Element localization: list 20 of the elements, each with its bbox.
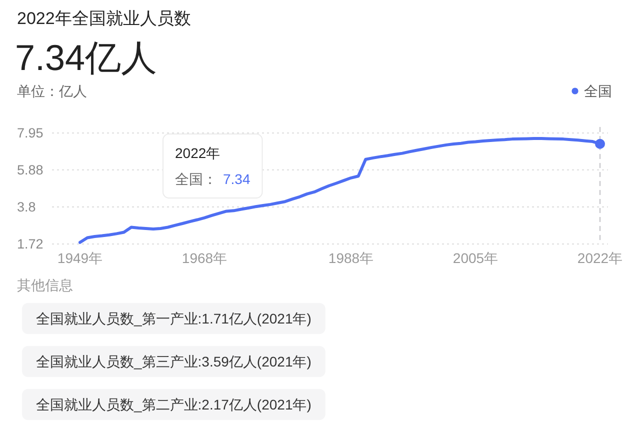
y-axis-title: 单位：亿人 [17, 83, 87, 99]
x-tick-label: 2005年 [452, 250, 498, 266]
text: 全国就业人员数_第二产业:2.17亿人(2021年) [36, 396, 312, 412]
annotation: 2022年 [175, 145, 220, 161]
y-tick-label: 3.8 [17, 199, 36, 214]
text: 全国就业人员数_第三产业:3.59亿人(2021年) [36, 354, 312, 370]
annotation: 7.34 [223, 171, 250, 187]
text: 其他信息 [17, 277, 73, 293]
annotation: 全国： [175, 171, 217, 187]
chart-title: 2022年全国就业人员数 [17, 9, 191, 28]
x-tick-label: 1988年 [328, 250, 374, 266]
y-tick-label: 5.88 [17, 162, 44, 178]
y-tick-label: 1.72 [17, 236, 44, 252]
text: 全国就业人员数_第一产业:1.71亿人(2021年) [36, 310, 312, 326]
legend-label: 全国 [584, 83, 612, 99]
chart-subtitle: 7.34亿人 [15, 37, 158, 78]
x-tick-label: 2022年 [577, 250, 623, 266]
x-tick-label: 1949年 [57, 250, 103, 266]
x-tick-label: 1968年 [182, 250, 228, 266]
y-tick-label: 7.95 [17, 126, 44, 140]
